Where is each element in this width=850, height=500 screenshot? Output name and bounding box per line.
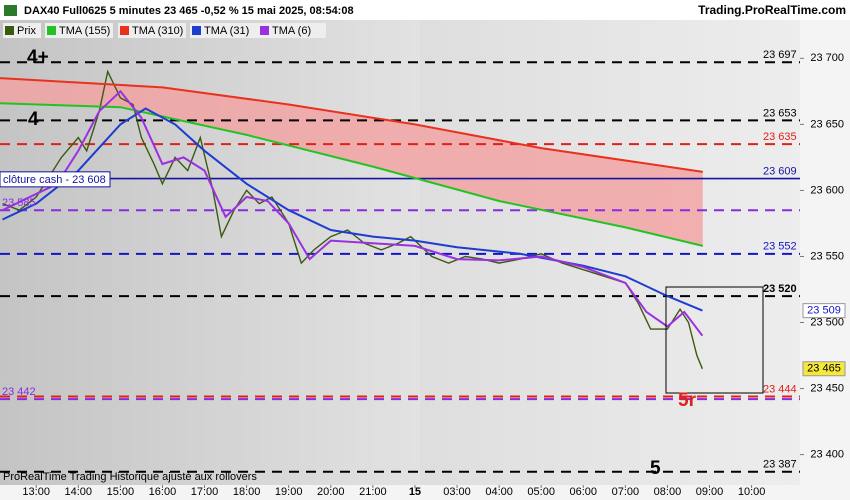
close-note: clôture cash - 23 608: [3, 174, 106, 186]
level-label: 23 609: [763, 165, 797, 177]
site-name: Trading.ProRealTime.com: [698, 3, 846, 17]
legend-bg: [45, 23, 113, 38]
level-label: 23 442: [2, 386, 36, 398]
legend-label: Prix: [17, 25, 36, 37]
x-tick-label: 21:00: [359, 486, 387, 498]
y-tick-label: 23 700: [810, 52, 844, 64]
x-tick-label: 19:00: [275, 486, 303, 498]
ma-line: [0, 77, 703, 173]
price-tag-label: 23 465: [807, 363, 841, 375]
x-tick-label: 08:00: [654, 486, 682, 498]
title-icon: [4, 5, 17, 16]
x-tick-label: 18:00: [233, 486, 261, 498]
price-tag-label: 23 509: [807, 305, 841, 317]
chart-title: DAX40 Full0625 5 minutes 23 465 -0,52 % …: [24, 5, 354, 17]
level-label: 23 635: [763, 131, 797, 143]
price-tag: [802, 361, 846, 377]
y-tick-label: 23 650: [810, 118, 844, 130]
legend-swatch: [192, 26, 201, 35]
x-tick-label: 06:00: [570, 486, 598, 498]
x-tick-label: 09:00: [696, 486, 724, 498]
x-tick-label: 17:00: [191, 486, 219, 498]
legend-swatch: [47, 26, 56, 35]
header-bg: [0, 0, 850, 20]
x-tick-label: 15:00: [107, 486, 135, 498]
ma-line: [2, 89, 704, 337]
zone-box: [665, 286, 764, 394]
legend-bg: [118, 23, 186, 38]
level-label: 23 552: [763, 241, 797, 253]
x-tick-label: 03:00: [443, 486, 471, 498]
level-label: 23 653: [763, 107, 797, 119]
wave-annotation: 4+: [27, 47, 49, 68]
wave-annotation: 5r: [678, 390, 697, 411]
x-tick-label: 13:00: [22, 486, 50, 498]
y-tick-label: 23 400: [810, 449, 844, 461]
legend-label: TMA (310): [132, 25, 183, 37]
wave-annotation: 4: [28, 109, 39, 130]
y-tick-label: 23 550: [810, 250, 844, 262]
y-tick-label: 23 500: [810, 316, 844, 328]
level-label: 23 520: [763, 283, 797, 295]
x-tick-label: 16:00: [149, 486, 177, 498]
y-tick-label: 23 450: [810, 382, 844, 394]
x-tick-label: 15: [409, 486, 421, 498]
legend-swatch: [5, 26, 14, 35]
ma-line: [0, 102, 704, 247]
level-label: 23 697: [763, 49, 797, 61]
legend-label: TMA (6): [272, 25, 311, 37]
ma-line: [2, 107, 703, 312]
level-label: 23 585: [2, 197, 36, 209]
x-tick-label: 07:00: [612, 486, 640, 498]
x-tick-label: 20:00: [317, 486, 345, 498]
footer: ProRealTime Trading Historique ajusté au…: [3, 471, 257, 483]
y-tick-label: 23 600: [810, 184, 844, 196]
legend-label: TMA (155): [59, 25, 110, 37]
close-note-box: [0, 171, 111, 188]
x-tick-label: 04:00: [485, 486, 513, 498]
legend-bg: [258, 23, 326, 38]
band-fill: [0, 78, 703, 246]
x-tick-label: 14:00: [65, 486, 93, 498]
legend-swatch: [260, 26, 269, 35]
legend-label: TMA (31): [204, 25, 249, 37]
price-tag: [802, 303, 846, 319]
wave-annotation: 5: [650, 458, 661, 479]
level-label: 23 387: [763, 459, 797, 471]
plot-bg-right: [420, 20, 800, 485]
x-tick-label: 05:00: [527, 486, 555, 498]
level-label: 23 444: [763, 383, 797, 395]
legend-bg: [190, 23, 258, 38]
legend-swatch: [120, 26, 129, 35]
x-tick-label: 10:00: [738, 486, 766, 498]
